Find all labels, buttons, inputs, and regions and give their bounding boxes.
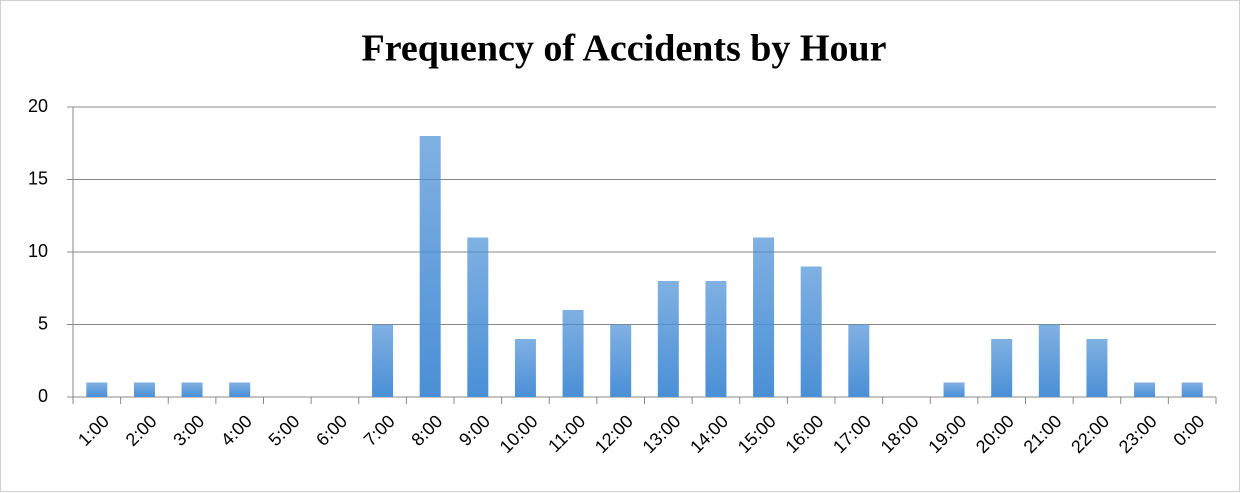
y-tick-label: 5 <box>38 313 48 333</box>
bar <box>181 382 203 397</box>
bar <box>848 324 870 397</box>
bar <box>419 136 441 397</box>
bar <box>1181 382 1203 397</box>
bar <box>991 339 1013 397</box>
bar <box>1086 339 1108 397</box>
bar <box>1038 324 1060 397</box>
bar <box>562 310 584 397</box>
bar <box>467 237 489 397</box>
bar <box>229 382 251 397</box>
bar <box>943 382 965 397</box>
bar <box>800 266 822 397</box>
y-tick-label: 15 <box>28 168 48 188</box>
bar <box>753 237 775 397</box>
bar <box>372 324 394 397</box>
bar <box>657 281 679 397</box>
bar <box>514 339 536 397</box>
bar <box>133 382 155 397</box>
bar <box>705 281 727 397</box>
bar <box>86 382 108 397</box>
y-tick-label: 10 <box>28 241 48 261</box>
bar <box>610 324 632 397</box>
chart-title: Frequency of Accidents by Hour <box>362 28 887 70</box>
y-tick-label: 0 <box>38 386 48 406</box>
bar <box>1134 382 1156 397</box>
y-tick-label: 20 <box>28 96 48 116</box>
